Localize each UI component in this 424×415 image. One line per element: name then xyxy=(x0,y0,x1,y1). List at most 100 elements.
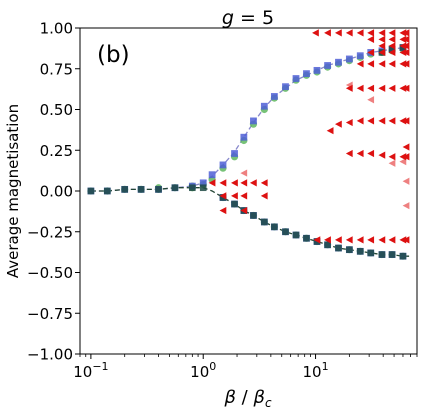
x-tick-label: 100 xyxy=(190,360,216,381)
x-tick-label: 10−1 xyxy=(73,360,108,381)
red-triangle-point xyxy=(367,60,375,68)
red-triangle-point xyxy=(356,84,364,92)
blue-square-point xyxy=(335,58,342,66)
dark-square-point xyxy=(104,187,111,195)
blue-square-point xyxy=(250,117,257,125)
plot-frame xyxy=(79,27,418,355)
red-triangle-point xyxy=(388,35,396,44)
panel-label: (b) xyxy=(97,42,130,68)
lower-branch-line xyxy=(90,187,410,257)
blue-square-point xyxy=(231,150,238,157)
dark-square-point xyxy=(261,218,268,226)
dark-square-point xyxy=(121,186,129,193)
blue-square-point xyxy=(356,52,364,60)
dark-square-point xyxy=(87,187,95,195)
red-triangle-point xyxy=(345,236,353,244)
red-triangle-point xyxy=(219,179,227,187)
red-triangle-point xyxy=(402,42,410,50)
red-triangle-point xyxy=(260,192,268,200)
blue-square-point xyxy=(219,161,227,169)
red-triangle-point xyxy=(313,236,321,244)
dark-square-point xyxy=(231,200,238,208)
red-triangle-point xyxy=(231,192,238,200)
red-triangle-point xyxy=(378,84,386,92)
dark-square-point xyxy=(303,234,310,242)
dark-square-point xyxy=(356,248,364,255)
dark-square-point xyxy=(378,251,386,258)
dark-square-point xyxy=(171,184,179,192)
y-tick-label: −0.75 xyxy=(27,305,73,323)
dark-square-point xyxy=(282,228,289,236)
y-tick-label: 0.50 xyxy=(40,101,73,119)
blue-square-point xyxy=(324,62,331,69)
red-triangle-point xyxy=(219,192,227,200)
red-triangle-point xyxy=(402,35,410,44)
dark-square-point xyxy=(189,184,196,192)
red-triangle-point xyxy=(388,29,396,37)
dark-square-point xyxy=(292,231,300,239)
y-tick-label: 0.00 xyxy=(40,183,73,201)
red-triangle-light-point xyxy=(402,202,410,210)
red-triangle-point xyxy=(388,42,396,50)
chart-title: g = 5 xyxy=(222,7,274,29)
red-triangle-point xyxy=(249,179,257,187)
red-triangle-point xyxy=(367,84,375,92)
red-triangle-point xyxy=(367,149,375,158)
red-triangle-point xyxy=(260,179,268,187)
red-triangle-point xyxy=(388,117,396,125)
red-triangle-point xyxy=(345,118,353,127)
red-triangle-point xyxy=(240,192,248,200)
red-triangle-point xyxy=(402,29,410,37)
red-triangle-point xyxy=(345,29,353,37)
y-axis-label: Average magnetisation xyxy=(4,104,22,278)
red-triangle-point xyxy=(219,206,227,215)
blue-square-point xyxy=(260,102,268,110)
dark-square-point xyxy=(271,223,278,231)
blue-square-point xyxy=(292,75,300,82)
red-triangle-point xyxy=(388,236,396,244)
blue-square-point xyxy=(208,171,216,179)
red-triangle-point xyxy=(402,236,410,244)
y-tick-label: −0.50 xyxy=(27,264,73,282)
y-tick-label: 0.25 xyxy=(40,142,73,160)
dark-square-point xyxy=(346,246,353,253)
y-tick-label: 0.75 xyxy=(40,60,73,78)
red-triangle-point xyxy=(367,29,375,37)
red-triangle-light-point xyxy=(240,169,248,177)
blue-square-point xyxy=(345,55,353,63)
y-axis: 1.00 0.75 0.50 0.25 0.00 −0.25 −0.50 −0.75 −1.00 xyxy=(27,20,80,364)
y-tick-label: 1.00 xyxy=(40,20,73,38)
red-triangle-point xyxy=(334,120,342,128)
red-triangle-point xyxy=(378,35,386,44)
red-triangle-point xyxy=(388,84,396,92)
red-triangle-light-point xyxy=(367,96,375,104)
red-triangle-point xyxy=(334,236,342,244)
red-triangle-point xyxy=(402,84,410,92)
red-triangle-point xyxy=(388,48,396,57)
red-triangle-point xyxy=(378,29,386,37)
red-triangle-point xyxy=(378,42,386,50)
red-triangle-point xyxy=(378,60,386,68)
dark-square-point xyxy=(155,186,162,193)
x-tick-label: 101 xyxy=(303,360,329,381)
red-triangle-point xyxy=(388,153,396,161)
red-triangle-light-point xyxy=(388,159,396,167)
blue-square-point xyxy=(240,133,248,141)
red-triangle-point xyxy=(240,179,248,187)
red-triangle-point xyxy=(356,117,364,125)
plot-marks xyxy=(87,29,410,260)
x-axis-label: β / βc xyxy=(223,387,272,410)
red-triangle-point xyxy=(334,29,342,37)
red-triangle-point xyxy=(356,29,364,37)
red-triangle-point xyxy=(240,206,248,215)
red-triangle-point xyxy=(345,149,353,158)
red-triangle-point xyxy=(324,29,331,37)
dark-square-point xyxy=(137,186,145,193)
red-triangle-point xyxy=(402,143,410,151)
blue-square-point xyxy=(270,93,278,100)
red-triangle-point xyxy=(324,236,331,244)
red-triangle-light-point xyxy=(402,177,410,185)
dark-square-point xyxy=(367,249,375,257)
red-triangle-point xyxy=(378,151,386,159)
